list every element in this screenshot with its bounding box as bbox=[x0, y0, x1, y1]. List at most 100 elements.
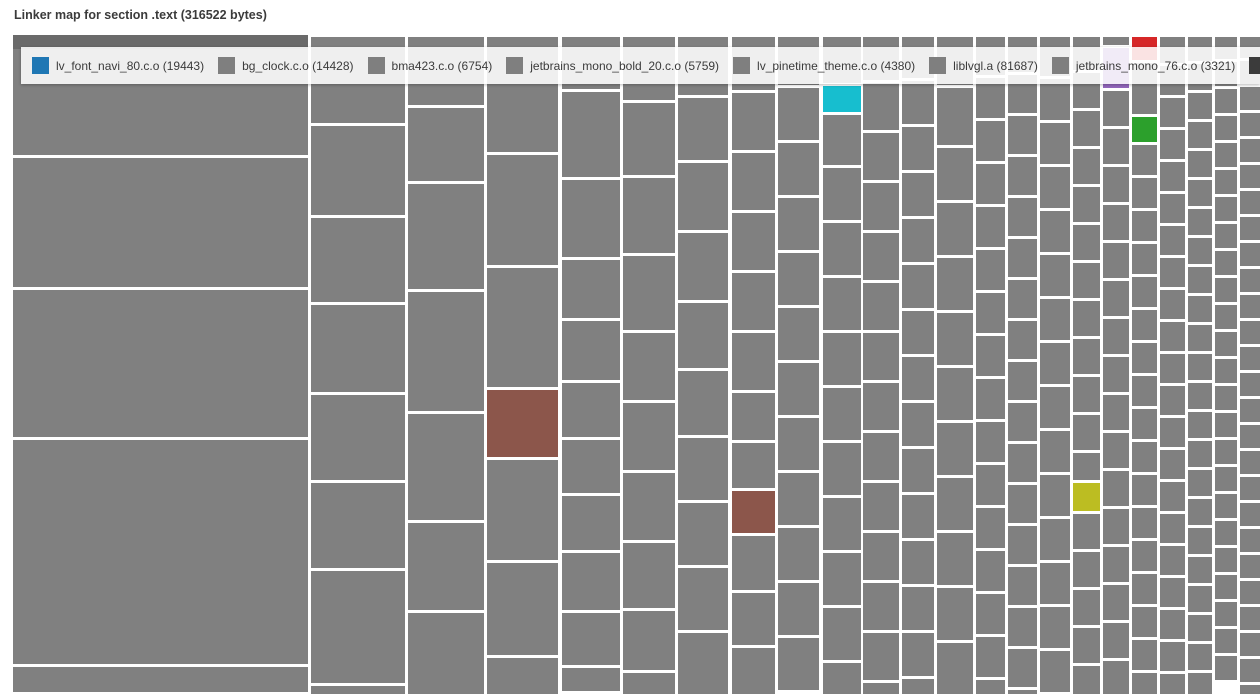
treemap-cell[interactable] bbox=[1132, 211, 1157, 241]
treemap-cell[interactable] bbox=[1215, 656, 1237, 680]
treemap-cell[interactable] bbox=[1215, 467, 1237, 491]
treemap-cell-cyan[interactable] bbox=[823, 86, 861, 112]
treemap-cell[interactable] bbox=[902, 679, 934, 694]
treemap-cell[interactable] bbox=[823, 223, 861, 275]
treemap-cell[interactable] bbox=[678, 233, 728, 300]
treemap-cell[interactable] bbox=[1008, 157, 1037, 195]
treemap-cell[interactable] bbox=[1240, 607, 1260, 630]
treemap-cell[interactable] bbox=[311, 395, 405, 480]
treemap-cell[interactable] bbox=[1188, 354, 1212, 380]
treemap-cell[interactable] bbox=[1188, 267, 1212, 293]
treemap-cell[interactable] bbox=[678, 503, 728, 565]
treemap-cell[interactable] bbox=[1188, 180, 1212, 206]
treemap-cell[interactable] bbox=[1215, 332, 1237, 356]
treemap-cell[interactable] bbox=[976, 422, 1005, 462]
treemap-cell[interactable] bbox=[13, 440, 308, 664]
treemap-cell[interactable] bbox=[1103, 547, 1129, 582]
treemap-cell[interactable] bbox=[1008, 362, 1037, 400]
treemap-cell[interactable] bbox=[311, 483, 405, 568]
treemap-cell[interactable] bbox=[937, 88, 973, 145]
treemap-cell[interactable] bbox=[778, 143, 819, 195]
treemap-cell[interactable] bbox=[1188, 528, 1212, 554]
treemap-cell[interactable] bbox=[732, 593, 775, 645]
treemap-cell-brown[interactable] bbox=[487, 390, 558, 457]
treemap-cell[interactable] bbox=[1188, 122, 1212, 148]
treemap-cell[interactable] bbox=[1008, 649, 1037, 687]
treemap-cell[interactable] bbox=[311, 305, 405, 392]
treemap-cell[interactable] bbox=[1040, 211, 1070, 252]
treemap-cell[interactable] bbox=[1215, 278, 1237, 302]
treemap-cell[interactable] bbox=[1188, 644, 1212, 670]
treemap-cell[interactable] bbox=[937, 533, 973, 585]
treemap-cell[interactable] bbox=[863, 183, 899, 230]
treemap-cell[interactable] bbox=[1215, 602, 1237, 626]
treemap-cell[interactable] bbox=[778, 418, 819, 470]
treemap-cell[interactable] bbox=[1160, 98, 1185, 127]
treemap-cell[interactable] bbox=[823, 443, 861, 495]
treemap-cell[interactable] bbox=[1008, 403, 1037, 441]
treemap-cell[interactable] bbox=[678, 163, 728, 230]
treemap-cell[interactable] bbox=[732, 536, 775, 590]
treemap-cell[interactable] bbox=[408, 184, 484, 289]
treemap-cell[interactable] bbox=[1160, 130, 1185, 159]
treemap-cell[interactable] bbox=[1073, 453, 1100, 480]
treemap-cell[interactable] bbox=[732, 93, 775, 150]
treemap-cell[interactable] bbox=[1160, 162, 1185, 191]
treemap-cell[interactable] bbox=[1132, 145, 1157, 175]
treemap-cell[interactable] bbox=[1188, 151, 1212, 177]
treemap-cell[interactable] bbox=[863, 83, 899, 130]
treemap-cell[interactable] bbox=[487, 460, 558, 560]
treemap-cell[interactable] bbox=[678, 568, 728, 630]
treemap-cell[interactable] bbox=[1240, 269, 1260, 292]
treemap-cell[interactable] bbox=[1073, 666, 1100, 694]
legend-item[interactable]: lv_pinetime_theme.c.o (4380) bbox=[733, 57, 915, 74]
treemap-cell[interactable] bbox=[937, 588, 973, 640]
treemap-cell[interactable] bbox=[623, 611, 675, 670]
treemap-cell[interactable] bbox=[1240, 503, 1260, 526]
treemap-cell[interactable] bbox=[1040, 387, 1070, 428]
treemap-cell[interactable] bbox=[1215, 143, 1237, 167]
treemap-cell[interactable] bbox=[678, 633, 728, 694]
treemap-cell[interactable] bbox=[1073, 590, 1100, 625]
treemap-cell[interactable] bbox=[1160, 610, 1185, 639]
treemap-cell[interactable] bbox=[1132, 244, 1157, 274]
treemap-cell[interactable] bbox=[408, 523, 484, 610]
treemap-cell[interactable] bbox=[1188, 441, 1212, 467]
treemap-cell[interactable] bbox=[1240, 529, 1260, 552]
treemap-cell[interactable] bbox=[311, 686, 405, 694]
treemap-cell[interactable] bbox=[1160, 482, 1185, 511]
treemap-cell[interactable] bbox=[1240, 139, 1260, 162]
treemap-cell[interactable] bbox=[732, 393, 775, 440]
treemap-cell[interactable] bbox=[1103, 91, 1129, 126]
treemap-cell[interactable] bbox=[1188, 93, 1212, 119]
treemap-cell[interactable] bbox=[311, 571, 405, 683]
treemap-cell[interactable] bbox=[1215, 629, 1237, 653]
treemap-cell[interactable] bbox=[1073, 339, 1100, 374]
treemap-cell[interactable] bbox=[1240, 451, 1260, 474]
treemap-cell[interactable] bbox=[1215, 251, 1237, 275]
treemap-cell[interactable] bbox=[778, 253, 819, 305]
treemap-cell[interactable] bbox=[863, 333, 899, 380]
treemap-cell[interactable] bbox=[1160, 290, 1185, 319]
treemap-cell[interactable] bbox=[1008, 116, 1037, 154]
treemap-cell[interactable] bbox=[1008, 198, 1037, 236]
treemap-cell[interactable] bbox=[1132, 277, 1157, 307]
treemap-cell[interactable] bbox=[902, 495, 934, 538]
treemap-cell[interactable] bbox=[937, 258, 973, 310]
treemap-cell[interactable] bbox=[1240, 321, 1260, 344]
treemap-cell[interactable] bbox=[902, 265, 934, 308]
treemap-cell[interactable] bbox=[1040, 563, 1070, 604]
treemap-cell[interactable] bbox=[1240, 581, 1260, 604]
treemap-cell[interactable] bbox=[1103, 623, 1129, 658]
treemap-cell[interactable] bbox=[778, 88, 819, 140]
treemap-cell[interactable] bbox=[1008, 608, 1037, 646]
treemap-cell[interactable] bbox=[487, 658, 558, 694]
treemap-cell[interactable] bbox=[1188, 470, 1212, 496]
treemap-cell[interactable] bbox=[1103, 509, 1129, 544]
treemap-cell[interactable] bbox=[1040, 167, 1070, 208]
treemap-cell[interactable] bbox=[1215, 116, 1237, 140]
treemap-cell[interactable] bbox=[1188, 209, 1212, 235]
treemap-cell[interactable] bbox=[1040, 475, 1070, 516]
treemap-cell[interactable] bbox=[1073, 514, 1100, 549]
treemap-cell[interactable] bbox=[487, 268, 558, 387]
